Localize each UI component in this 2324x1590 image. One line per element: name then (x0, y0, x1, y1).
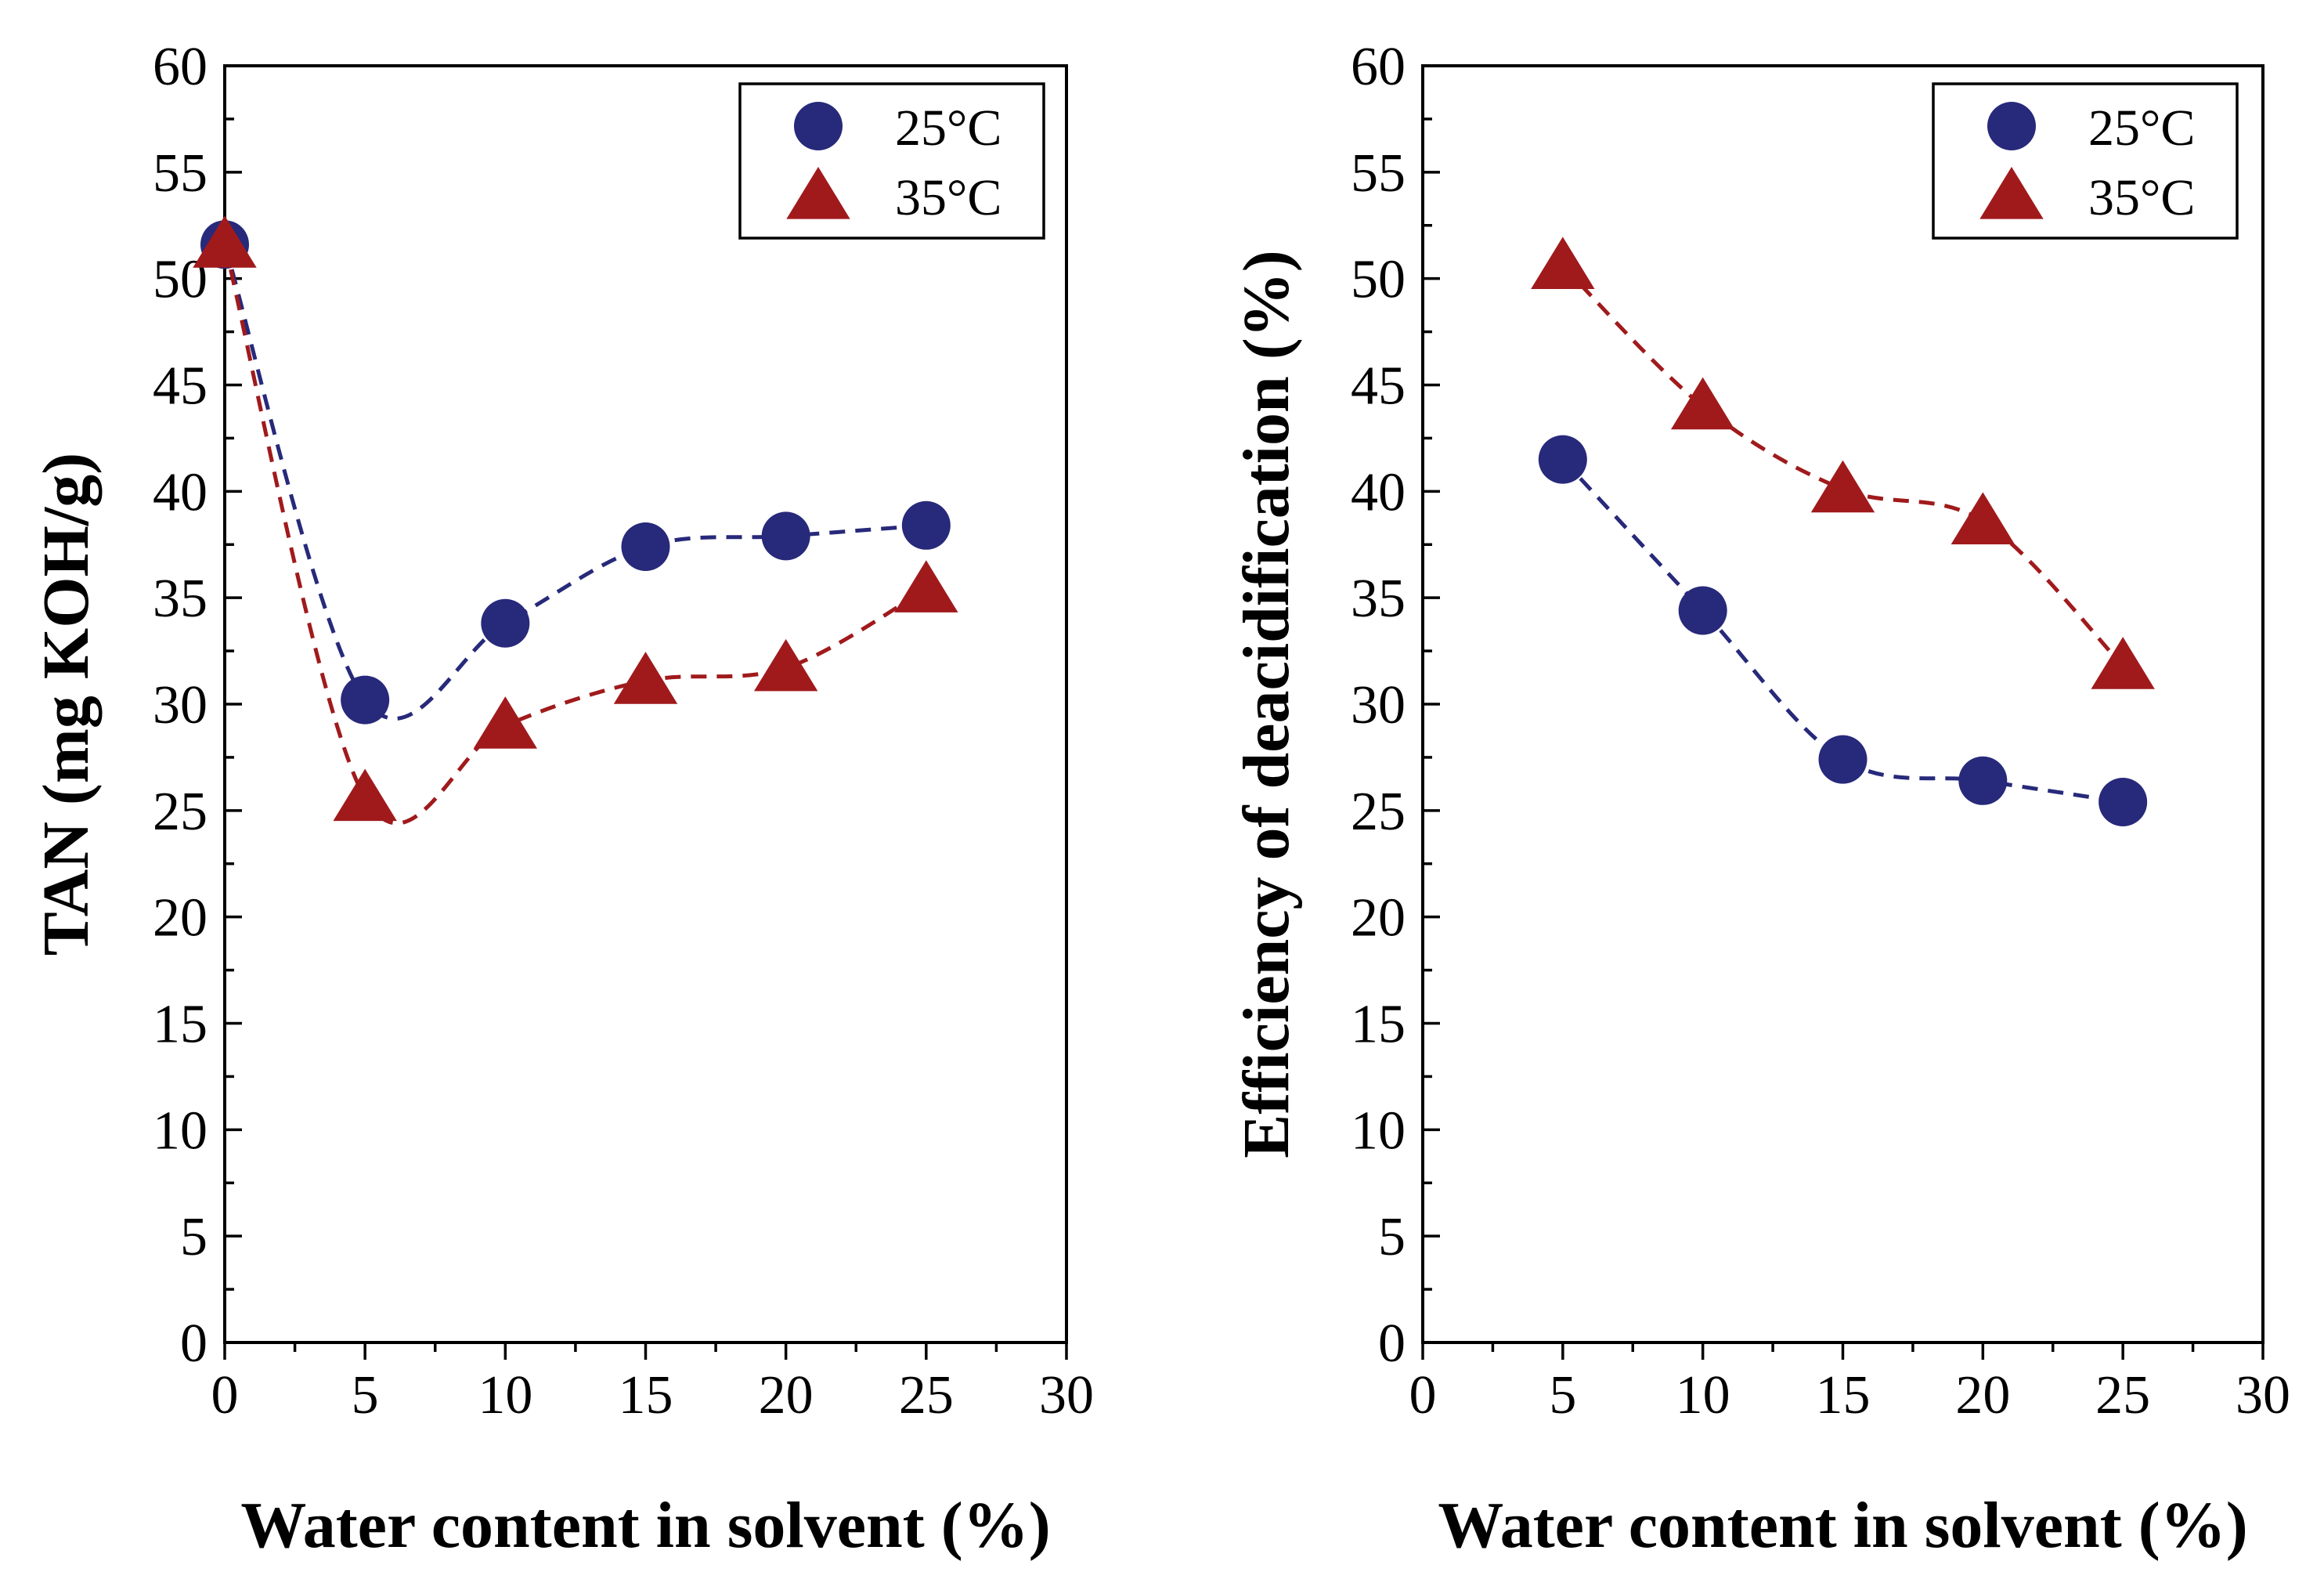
y-tick-label: 5 (1378, 1207, 1406, 1267)
data-point-triangle (2091, 637, 2155, 689)
data-point-circle (901, 500, 951, 550)
x-axis-title: Water content in solvent (%) (1438, 1489, 2247, 1562)
x-tick-label: 5 (1549, 1365, 1576, 1426)
legend-label: 35°C (2088, 169, 2195, 226)
x-tick-label: 30 (2236, 1365, 2290, 1426)
data-point-circle (481, 598, 530, 648)
y-tick-label: 10 (1351, 1100, 1406, 1161)
data-point-circle (1678, 586, 1727, 635)
y-tick-label: 25 (153, 782, 208, 842)
data-point-circle (1538, 435, 1587, 484)
y-tick-label: 35 (1351, 569, 1406, 629)
data-point-triangle (333, 768, 397, 822)
data-point-circle (341, 675, 390, 725)
y-tick-label: 40 (1351, 462, 1406, 522)
data-point-triangle (1810, 460, 1875, 513)
y-tick-label: 0 (1378, 1314, 1406, 1374)
trend-line-35°C (222, 244, 928, 826)
x-tick-label: 0 (211, 1365, 239, 1426)
legend-marker-circle (1987, 102, 2036, 150)
y-tick-label: 60 (153, 37, 208, 97)
y-tick-label: 0 (180, 1314, 208, 1374)
y-tick-label: 60 (1351, 37, 1406, 97)
data-point-triangle (1670, 377, 1735, 430)
x-tick-label: 0 (1409, 1365, 1437, 1426)
y-tick-label: 35 (153, 569, 208, 629)
x-tick-label: 20 (759, 1365, 814, 1426)
legend-box (1932, 82, 2239, 240)
y-tick-label: 10 (153, 1100, 208, 1161)
data-point-circle (1958, 756, 2008, 805)
data-point-triangle (753, 638, 818, 692)
y-tick-label: 55 (1351, 143, 1406, 204)
x-tick-label: 15 (1816, 1365, 1871, 1426)
y-tick-label: 45 (1351, 356, 1406, 417)
data-point-triangle (1531, 237, 1595, 289)
y-axis-title: Efficiency of deacidification (%) (1230, 250, 1303, 1158)
deacidification-efficiency-chart: 0 5 10 15 20 25 30 35 40 45 50 55 60 0 5 10 15 20 25 30 Wate… (1230, 37, 2290, 1562)
y-tick-label: 20 (153, 888, 208, 949)
data-point-triangle (894, 560, 958, 613)
y-tick-label: 40 (153, 462, 208, 522)
data-point-circle (1818, 735, 1868, 784)
x-tick-label: 15 (619, 1365, 673, 1426)
plot-frame (1421, 64, 2264, 1344)
y-tick-label: 50 (1351, 250, 1406, 310)
data-point-triangle (613, 652, 678, 704)
y-tick-label: 15 (1351, 995, 1406, 1055)
x-tick-label: 10 (1676, 1365, 1730, 1426)
x-axis-title: Water content in solvent (%) (240, 1489, 1050, 1562)
data-point-circle (761, 511, 810, 561)
legend-label: 25°C (895, 99, 1001, 157)
y-tick-label: 30 (153, 675, 208, 735)
y-tick-label: 55 (153, 143, 208, 204)
y-tick-label: 15 (153, 995, 208, 1055)
x-tick-label: 10 (478, 1365, 532, 1426)
y-axis-title: TAN (mg KOH/g) (30, 453, 103, 956)
y-tick-label: 5 (180, 1207, 208, 1267)
x-tick-label: 5 (352, 1365, 379, 1426)
y-tick-label: 30 (1351, 675, 1406, 735)
x-tick-label: 25 (899, 1365, 954, 1426)
legend-marker-triangle (786, 167, 850, 219)
legend-marker-circle (794, 102, 843, 150)
data-point-triangle (1951, 492, 2015, 544)
trend-line-25°C (222, 244, 927, 721)
x-tick-label: 20 (1955, 1365, 2010, 1426)
x-tick-label: 30 (1039, 1365, 1094, 1426)
data-point-triangle (193, 215, 257, 268)
legend-label: 25°C (2088, 99, 2195, 157)
legend-marker-triangle (1979, 167, 2044, 219)
data-point-circle (621, 522, 670, 571)
legend-label: 35°C (895, 169, 1001, 226)
x-tick-label: 25 (2095, 1365, 2150, 1426)
y-tick-label: 20 (1351, 888, 1406, 949)
data-point-triangle (473, 696, 538, 749)
data-point-circle (2098, 777, 2148, 826)
y-tick-label: 25 (1351, 782, 1406, 842)
y-tick-label: 45 (153, 356, 208, 417)
